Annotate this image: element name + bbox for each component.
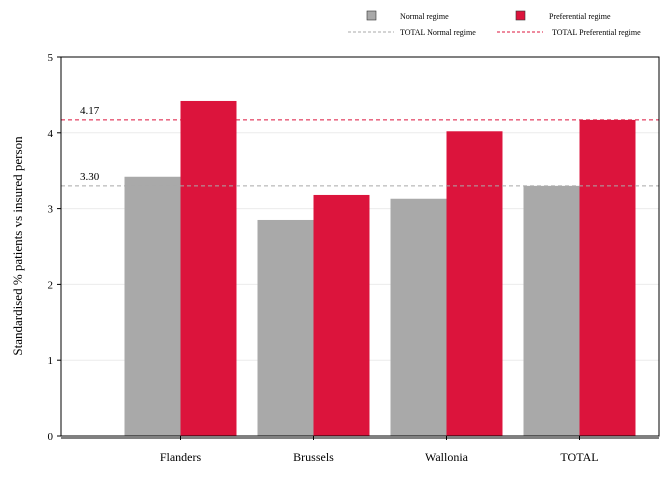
bar-normal-flanders [124,176,181,436]
axes: Flanders Brussels Wallonia TOTAL 0 1 2 3 4 5 [48,52,660,464]
legend-label: Preferential regime [549,12,611,21]
y-tick-label: 4 [48,128,54,140]
legend-label: TOTAL Normal regime [400,28,476,37]
bar-preferential-flanders [180,100,237,437]
y-tick-label: 5 [48,52,54,64]
bar-preferential-wallonia [446,131,503,436]
reference-line-label: 3.30 [80,171,100,183]
x-tick-label: TOTAL [560,450,598,464]
bar-preferential-brussels [313,194,370,436]
legend-swatch-normal [366,10,377,21]
bars [124,100,636,437]
y-tick-label: 2 [48,279,54,291]
reference-line-label: 4.17 [80,105,100,117]
bar-normal-brussels [257,219,314,436]
x-tick-label: Brussels [293,450,334,464]
plot-frame [60,56,660,437]
y-axis-title: Standardised % patients vs insured perso… [10,136,25,356]
legend-swatch-preferential [515,10,526,21]
bar-normal-total [523,185,580,436]
x-tick-label: Flanders [160,450,202,464]
y-tick-label: 3 [48,204,54,216]
legend-label: TOTAL Preferential regime [552,28,641,37]
bar-preferential-total [579,119,636,436]
y-tick-label: 0 [48,431,54,443]
x-tick-label: Wallonia [425,450,469,464]
bar-normal-wallonia [390,198,447,436]
legend-label: Normal regime [400,12,449,21]
legend: Normal regime Preferential regime TOTAL No… [348,10,641,37]
reference-lines: 3.30 4.17 [61,105,659,187]
y-tick-label: 1 [48,355,54,367]
